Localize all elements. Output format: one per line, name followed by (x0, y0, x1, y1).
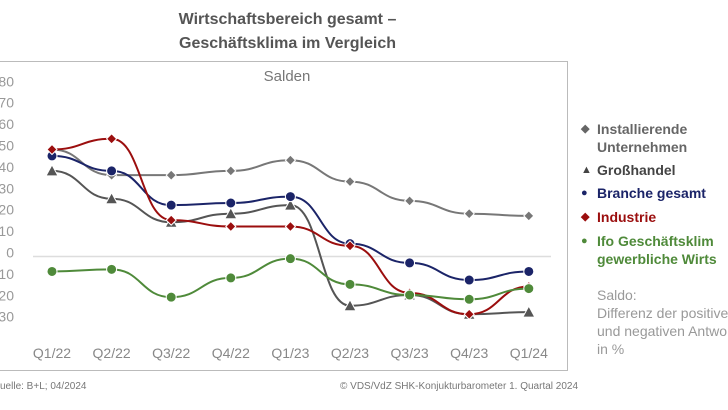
data-point (343, 298, 357, 312)
y-tick-label: -10 (0, 266, 14, 282)
data-point (523, 265, 535, 277)
data-point (105, 133, 118, 145)
data-point (344, 175, 356, 188)
data-point (106, 263, 118, 275)
data-point (45, 163, 59, 177)
x-tick-label: Q3/23 (391, 345, 429, 361)
legend-ifo: ● Ifo Geschäftsklim gewerbliche Wirts (581, 232, 717, 268)
legend-grosshandel: ▲ Großhandel (581, 161, 676, 179)
data-point (284, 191, 296, 203)
legend-label: gewerbliche Wirts (597, 251, 717, 267)
data-point (344, 240, 356, 252)
legend-branche: ● Branche gesamt (581, 184, 706, 202)
legend-label: Branche gesamt (597, 185, 706, 201)
note-line: Saldo: (597, 287, 637, 303)
data-point (523, 283, 535, 295)
data-point (46, 143, 58, 156)
y-tick-label: 60 (0, 116, 14, 132)
y-tick-label: 50 (0, 138, 14, 154)
data-point (463, 274, 475, 286)
data-point (284, 253, 296, 265)
note-line: und negativen Antwo (597, 323, 727, 339)
x-tick-label: Q1/23 (271, 345, 309, 361)
data-point (165, 199, 177, 211)
chart-subtitle: Salden (264, 68, 311, 85)
y-tick-label: -20 (0, 287, 14, 303)
data-point (283, 198, 298, 211)
x-tick-label: Q1/22 (33, 345, 71, 361)
note-line: in % (597, 341, 625, 357)
legend-label: Industrie (597, 209, 657, 225)
legend-industrie: ◆ Industrie (581, 208, 657, 226)
data-point (404, 289, 416, 301)
y-tick-label: 70 (0, 95, 14, 111)
data-point (223, 206, 238, 220)
x-tick-label: Q4/22 (212, 345, 250, 361)
y-tick-label: 10 (0, 223, 14, 239)
legend-installierende: ◆ Installierende Unternehmen (581, 120, 688, 156)
chart-title-line1: Wirtschaftsbereich gesamt – (178, 11, 397, 28)
data-point (404, 257, 416, 269)
data-point (521, 305, 536, 318)
data-point (106, 165, 118, 177)
saldo-note: Saldo: Differenz der positive und negati… (597, 286, 728, 358)
y-tick-label: 80 (0, 73, 14, 89)
y-tick-label: -30 (0, 309, 14, 325)
diamond-marker-icon: ◆ (581, 211, 590, 223)
chart-frame (0, 61, 568, 371)
diamond-marker-icon: ◆ (581, 123, 590, 135)
legend-label: Ifo Geschäftsklim (597, 233, 714, 249)
note-line: Differenz der positive (597, 305, 728, 321)
data-point (46, 265, 58, 277)
data-point (225, 220, 237, 233)
triangle-marker-icon: ▲ (581, 164, 592, 176)
source-footer: uelle: B+L; 04/2024 (0, 381, 87, 392)
legend-label: Installierende (597, 121, 688, 137)
data-point (523, 210, 535, 222)
legend-label: Unternehmen (597, 139, 688, 155)
data-point (463, 308, 475, 320)
data-point (225, 165, 237, 177)
line-chart: Salden 80 70 60 50 40 30 20 10 0 -10 -20 -30 Q1/22 Q2/… (0, 68, 551, 361)
x-tick-label: Q2/22 (93, 345, 131, 361)
data-point (284, 154, 297, 166)
data-point (284, 220, 297, 233)
x-tick-label: Q4/23 (450, 345, 488, 361)
x-tick-label: Q3/22 (152, 345, 190, 361)
data-point (403, 195, 416, 207)
data-point (165, 214, 177, 226)
x-tick-label: Q2/23 (331, 345, 369, 361)
data-point (344, 278, 356, 290)
copyright-footer: © VDS/VdZ SHK-Konjukturbarometer 1. Quar… (340, 381, 579, 392)
y-tick-label: 40 (0, 159, 14, 175)
legend-label: Großhandel (597, 162, 676, 178)
x-tick-label: Q1/24 (510, 345, 548, 361)
y-tick-label: 30 (0, 180, 14, 196)
data-point (225, 197, 237, 209)
data-point (165, 291, 177, 303)
y-tick-label: 0 (6, 245, 14, 261)
chart-title-line2: Geschäftsklima im Vergleich (179, 35, 396, 52)
circle-marker-icon: ● (581, 235, 588, 247)
circle-marker-icon: ● (581, 187, 588, 199)
data-point (104, 191, 119, 205)
y-tick-label: 20 (0, 202, 14, 218)
data-point (165, 169, 177, 181)
data-point (225, 272, 237, 284)
data-point (463, 293, 475, 305)
data-point (463, 207, 475, 220)
